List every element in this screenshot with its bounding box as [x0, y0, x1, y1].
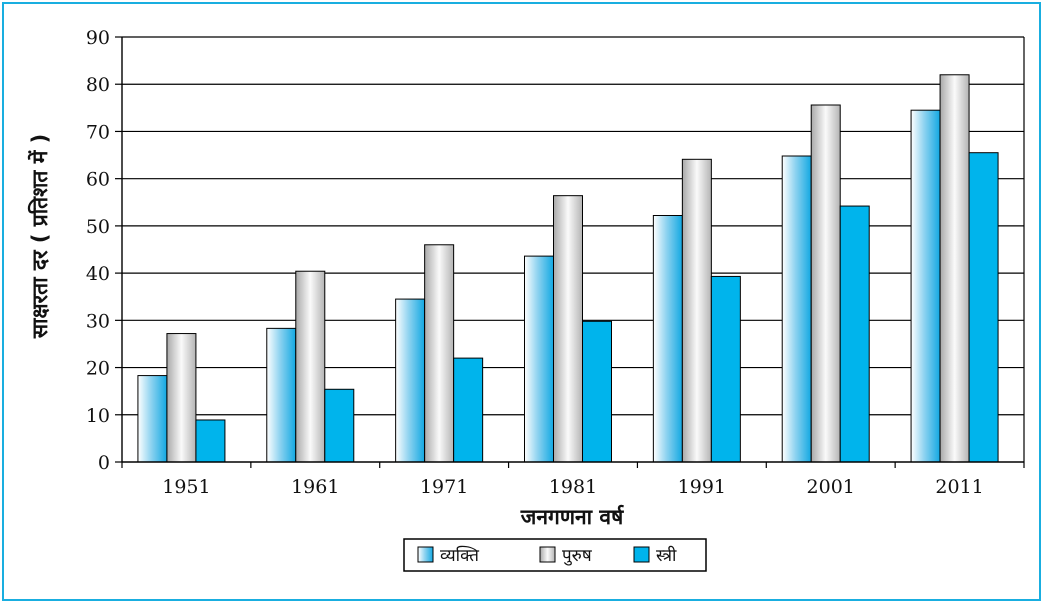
bar-1951-s1 — [166, 333, 197, 463]
tick-labels: 0 10 20 30 40 50 60 70 80 90 1951 1961 1971 1981 1991 2… — [86, 27, 984, 498]
y-tick-label: 20 — [86, 358, 110, 380]
x-tick-label: 2001 — [807, 476, 855, 498]
x-tick-label: 2011 — [935, 476, 983, 498]
y-tick-label: 60 — [86, 169, 110, 191]
bar-1981-s0 — [524, 255, 554, 463]
bar-1961-s0 — [266, 327, 297, 463]
bar-2011-s1 — [939, 74, 970, 463]
x-axis-title: जनगणना वर्ष — [520, 504, 624, 529]
bar-1991-s2 — [710, 275, 741, 463]
axes — [115, 36, 1025, 468]
bar-2011-s2 — [968, 152, 999, 463]
legend-label-s2: स्त्री — [656, 545, 677, 566]
legend-label-s1: पुरुष — [562, 546, 593, 566]
bar-1971-s0 — [395, 298, 426, 463]
bar-1951-s2 — [195, 419, 226, 463]
y-tick-label: 90 — [86, 27, 110, 49]
y-tick-label: 30 — [86, 310, 110, 332]
bars — [137, 74, 999, 463]
x-tick-label: 1981 — [549, 476, 597, 498]
y-tick-label: 50 — [86, 216, 110, 238]
y-tick-label: 70 — [86, 121, 110, 143]
bar-1961-s2 — [324, 388, 355, 463]
y-tick-label: 40 — [86, 263, 110, 285]
legend-swatch-s0 — [417, 546, 434, 563]
y-tick-label: 0 — [98, 452, 110, 474]
bar-1991-s1 — [681, 158, 712, 463]
x-tick-label: 1971 — [420, 476, 468, 498]
bar-1981-s2 — [582, 320, 612, 463]
bar-1971-s2 — [453, 357, 484, 463]
bar-1961-s1 — [295, 270, 326, 463]
legend: व्यक्ति पुरुष स्त्री — [403, 538, 707, 572]
y-tick-label: 10 — [86, 405, 110, 427]
bar-2001-s0 — [781, 155, 812, 463]
x-tick-label: 1951 — [162, 476, 210, 498]
bar-1951-s0 — [137, 375, 168, 463]
x-tick-label: 1961 — [291, 476, 339, 498]
bar-2011-s0 — [910, 109, 941, 463]
y-axis-title: साक्षरता दर ( प्रतिशत में ) — [27, 134, 52, 339]
x-tick-label: 1991 — [678, 476, 726, 498]
bar-1971-s1 — [424, 244, 455, 463]
y-tick-label: 80 — [86, 74, 110, 96]
bar-2001-s2 — [839, 205, 870, 463]
bar-1991-s0 — [652, 215, 683, 463]
legend-swatch-s2 — [633, 546, 650, 563]
bar-1981-s1 — [553, 195, 583, 463]
legend-swatch-s1 — [539, 546, 556, 563]
legend-label-s0: व्यक्ति — [440, 545, 479, 566]
bar-2001-s1 — [810, 104, 841, 463]
